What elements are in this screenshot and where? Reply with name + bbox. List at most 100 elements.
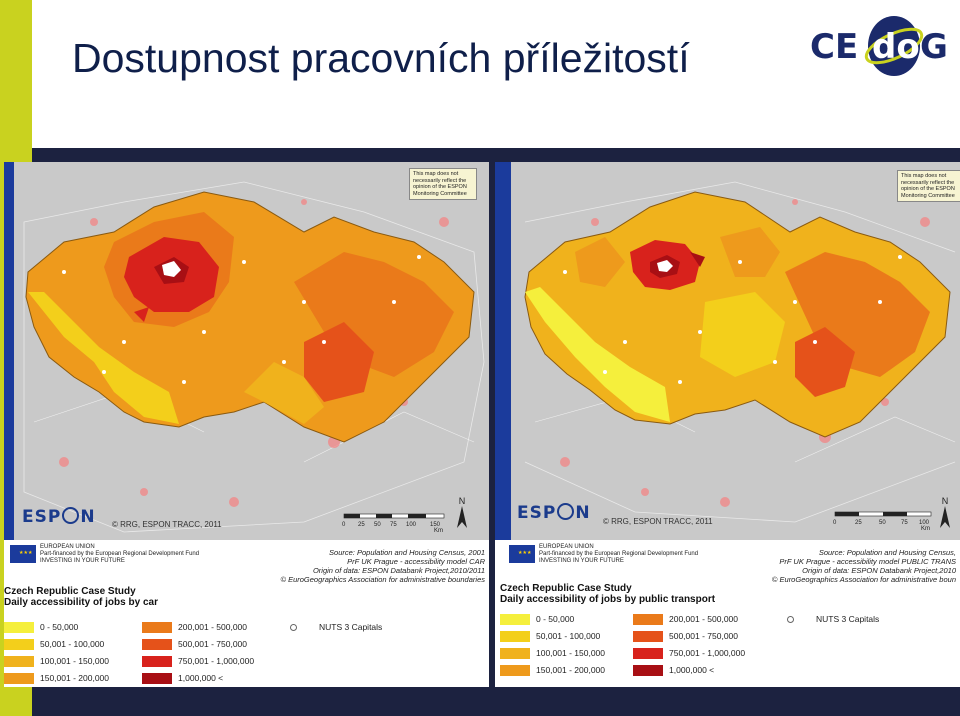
- legend-label: NUTS 3 Capitals: [816, 614, 880, 624]
- eu-text: EUROPEAN UNION Part-financed by the Euro…: [40, 544, 199, 565]
- case-subtitle: Daily accessibility of jobs by public tr…: [500, 594, 716, 605]
- legend-swatch: [142, 622, 172, 634]
- source-line: © EuroGeographics Association for admini…: [771, 575, 956, 584]
- scale-bar: 0 25 50 75 100 Km: [833, 511, 932, 530]
- legend-item: 200,001 - 500,000: [633, 614, 739, 626]
- disclaimer-line: Monitoring Committee: [413, 190, 467, 197]
- legend-item: 100,001 - 150,000: [500, 648, 606, 660]
- map-source: Source: Population and Housing Census, 2…: [280, 548, 485, 584]
- scale-label: 50: [374, 522, 381, 528]
- legend-swatch: [633, 665, 663, 677]
- map-public-transport: This map does not necessarily reflect th…: [495, 162, 960, 540]
- scale-label: 25: [855, 520, 862, 526]
- legend-item: 750,001 - 1,000,000: [633, 648, 746, 660]
- legend-item: 100,001 - 150,000: [4, 656, 110, 668]
- legend-swatch: [4, 673, 34, 685]
- legend-item-capitals: NUTS 3 Capitals: [783, 614, 879, 624]
- eu-line: Part-financed by the European Regional D…: [539, 551, 699, 557]
- disclaimer-line: Monitoring Committee: [901, 192, 955, 199]
- legend-label: 750,001 - 1,000,000: [669, 648, 746, 658]
- map-infobar: ★★★ EUROPEAN UNION Part-financed by the …: [4, 540, 489, 588]
- source-line: Source: Population and Housing Census, 2…: [329, 548, 485, 557]
- scale-label: 150: [430, 522, 441, 528]
- source-line: PrF UK Prague - accessibility model PUBL…: [779, 557, 956, 566]
- disclaimer-line: opinion of the ESPON: [413, 184, 467, 190]
- map-source: Source: Population and Housing Census, P…: [772, 548, 956, 584]
- map-disclaimer: This map does not necessarily reflect th…: [409, 168, 477, 200]
- eu-line: EUROPEAN UNION: [40, 544, 95, 550]
- eu-line: Part-financed by the European Regional D…: [40, 551, 200, 557]
- disclaimer-line: This map does not: [901, 173, 947, 179]
- cedog-logo: CE do G: [810, 16, 948, 76]
- scale-bar: 0 25 50 75 100 150 Km: [342, 513, 445, 532]
- legend-label: 200,001 - 500,000: [669, 614, 739, 624]
- map-car-graphic: [4, 162, 489, 540]
- scale-label: 25: [358, 522, 365, 528]
- legend-item: 500,001 - 750,000: [633, 631, 739, 643]
- legend-item: 150,001 - 200,000: [4, 673, 110, 685]
- legend-label: 100,001 - 150,000: [40, 656, 110, 666]
- source-line: Source: Population and Housing Census,: [818, 548, 956, 557]
- legend-label: 50,001 - 100,000: [40, 639, 105, 649]
- case-title: Czech Republic Case Study: [500, 583, 632, 594]
- legend-label: 100,001 - 150,000: [536, 648, 606, 658]
- legend-label: 150,001 - 200,000: [40, 673, 110, 683]
- espon-text-right: N: [575, 503, 591, 523]
- legend-item: 1,000,000 <: [142, 673, 223, 685]
- legend-label: 150,001 - 200,000: [536, 665, 606, 675]
- legend-item: 0 - 50,000: [500, 614, 575, 626]
- case-study-title: Czech Republic Case Study Daily accessib…: [4, 586, 158, 608]
- legend-item: 50,001 - 100,000: [500, 631, 600, 643]
- legend-item: 750,001 - 1,000,000: [142, 656, 255, 668]
- legend-label: 0 - 50,000: [40, 622, 79, 632]
- eu-text: EUROPEAN UNION Part-financed by the Euro…: [539, 544, 698, 565]
- legend-label: 750,001 - 1,000,000: [178, 656, 255, 666]
- case-subtitle: Daily accessibility of jobs by car: [4, 597, 158, 608]
- scale-label: 100: [919, 520, 930, 526]
- capital-dot-icon: [290, 624, 297, 632]
- north-label: N: [458, 496, 466, 506]
- espon-logo: ESP N: [22, 507, 96, 527]
- scale-unit: Km: [434, 528, 443, 532]
- logo-text-mid: do: [872, 27, 920, 67]
- source-line: Origin of data: ESPON Databank Project,2…: [312, 566, 485, 575]
- logo-text-left: CE: [810, 27, 858, 67]
- map-credit: © RRG, ESPON TRACC, 2011: [603, 517, 713, 526]
- source-line: PrF UK Prague - accessibility model CAR: [347, 557, 485, 566]
- legend-swatch: [633, 631, 663, 643]
- map-disclaimer: This map does not necessarily reflect th…: [897, 170, 960, 202]
- legend-swatch: [4, 639, 34, 651]
- north-arrow-icon: N: [456, 496, 468, 530]
- disclaimer-line: opinion of the ESPON: [901, 186, 955, 192]
- source-line: © EuroGeographics Association for admini…: [280, 575, 485, 584]
- espon-o-icon: [62, 507, 80, 524]
- map-credit: © RRG, ESPON TRACC, 2011: [112, 520, 222, 529]
- legend-label: NUTS 3 Capitals: [319, 622, 383, 632]
- map-panel-car: This map does not necessarily reflect th…: [4, 162, 489, 687]
- legend-item: 1,000,000 <: [633, 665, 715, 677]
- north-arrow-icon: N: [939, 496, 951, 530]
- legend-swatch: [633, 614, 663, 626]
- legend-label: 0 - 50,000: [536, 614, 575, 624]
- map-car: This map does not necessarily reflect th…: [4, 162, 489, 540]
- espon-logo: ESP N: [517, 503, 591, 523]
- espon-text-left: ESP: [22, 507, 62, 527]
- capital-dot-icon: [787, 616, 794, 624]
- case-study-title: Czech Republic Case Study Daily accessib…: [500, 583, 715, 605]
- legend-swatch: [500, 614, 530, 626]
- map-panel-public-transport: This map does not necessarily reflect th…: [495, 162, 960, 687]
- disclaimer-line: necessarily reflect the: [901, 179, 955, 186]
- scale-label: 0: [833, 520, 837, 526]
- legend-label: 500,001 - 750,000: [669, 631, 739, 641]
- legend-label: 500,001 - 750,000: [178, 639, 248, 649]
- legend-swatch: [500, 648, 530, 660]
- legend-swatch: [142, 656, 172, 668]
- espon-text-left: ESP: [517, 503, 557, 523]
- eu-flag-icon: ★★★: [10, 545, 36, 563]
- espon-text-right: N: [80, 507, 96, 527]
- legend-label: 1,000,000 <: [669, 665, 715, 675]
- disclaimer-line: This map does not: [413, 171, 459, 177]
- case-title: Czech Republic Case Study: [4, 586, 136, 597]
- eu-flag-icon: ★★★: [509, 545, 535, 563]
- scale-label: 75: [390, 522, 397, 528]
